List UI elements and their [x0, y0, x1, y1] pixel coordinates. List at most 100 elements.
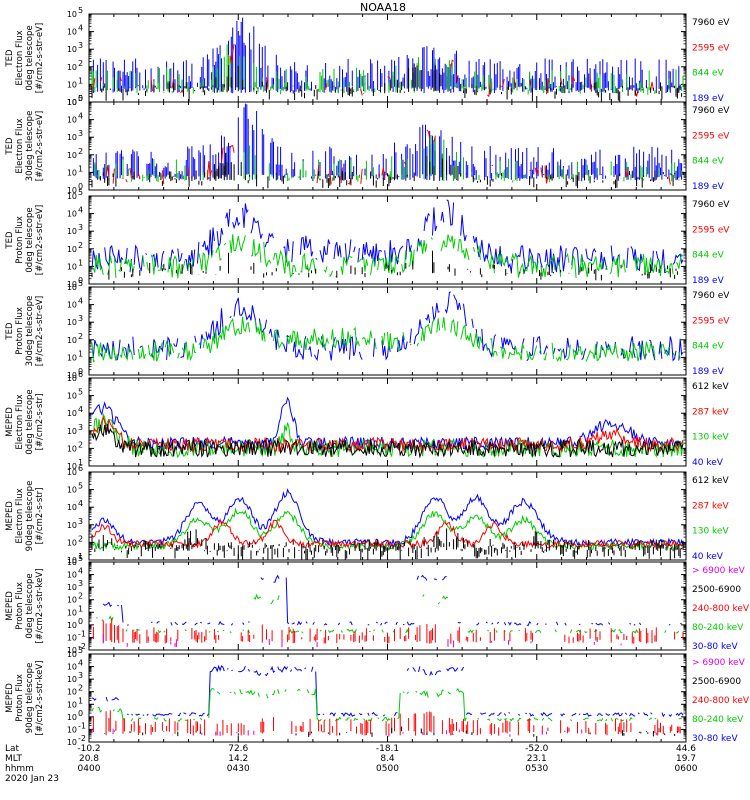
y-tick-label: 10 [67, 98, 77, 107]
legend-entry: 240-800 keV [692, 696, 750, 706]
series-line [96, 593, 680, 634]
y-tick-label: 10 [67, 301, 77, 310]
legend-entry: 80-240 keV [692, 715, 744, 725]
y-tick-exponent: 2 [78, 440, 83, 449]
y-axis-label-line: TED [5, 137, 15, 156]
series-line [91, 63, 683, 102]
footer-lat-value: 44.6 [676, 744, 696, 754]
footer-hhmm-value: 0500 [376, 764, 399, 774]
y-tick-label: 10 [67, 427, 77, 436]
y-axis-label-line: Proton Flux [15, 582, 25, 630]
y-tick-exponent: 5 [78, 6, 83, 15]
y-axis-label-line: TED [5, 322, 15, 341]
legend-entry: 844 eV [692, 251, 725, 261]
y-tick-label: 10 [67, 409, 77, 418]
legend-entry: 7960 eV [692, 200, 730, 210]
series-line [91, 488, 684, 548]
y-tick-label: 10 [67, 583, 77, 592]
y-axis-label-line: [#/cm2-s-str-eV] [35, 23, 45, 93]
y-tick-label: 10 [67, 10, 77, 19]
legend-entry: 189 eV [692, 367, 725, 377]
y-tick-label: 10 [67, 192, 77, 201]
y-tick-exponent: 4 [78, 206, 83, 215]
y-tick-label: 10 [67, 98, 77, 107]
legend-entry: 287 keV [692, 407, 729, 417]
y-tick-exponent: 2 [78, 534, 83, 543]
y-tick-exponent: 1 [78, 458, 83, 467]
series-line [91, 634, 622, 648]
y-tick-exponent: 3 [78, 423, 83, 432]
y-tick-exponent: 1 [78, 552, 83, 561]
y-tick-exponent: 3 [78, 671, 83, 680]
y-tick-label: 10 [67, 462, 77, 471]
legend-entry: 2595 eV [692, 225, 730, 235]
footer-hhmm-value: 0400 [78, 764, 101, 774]
y-axis-label-line: [#/cm2-s-str-eV] [35, 111, 45, 181]
y-tick-label: 10 [67, 608, 77, 617]
panel-frame [88, 653, 687, 743]
y-tick-exponent: 5 [78, 388, 83, 397]
panel-frame [88, 286, 687, 376]
y-tick-exponent: 0 [78, 276, 83, 285]
footer-hhmm-value: 0530 [525, 764, 548, 774]
y-tick-exponent: 3 [78, 579, 83, 588]
y-tick-label: 10 [67, 283, 77, 292]
y-tick-exponent: 1 [78, 349, 83, 358]
y-tick-label: 10 [67, 596, 77, 605]
y-tick-label: 10 [67, 521, 77, 530]
footer-mlt-value: 23.1 [527, 754, 547, 764]
series-line [91, 396, 684, 451]
legend-entry: 240-800 keV [692, 604, 750, 614]
y-tick-label: 10 [67, 675, 77, 684]
y-tick-exponent: 3 [78, 314, 83, 323]
legend-entry: 2595 eV [692, 316, 730, 326]
y-tick-exponent: 5 [78, 188, 83, 197]
y-axis-label-line: 0deg telescope [25, 389, 35, 454]
y-tick-exponent: 0 [78, 617, 83, 626]
series-line [91, 234, 684, 279]
y-axis-label-line: [#/cm2-s-str] [35, 488, 45, 545]
y-tick-label: 10 [67, 371, 77, 380]
y-axis-label-line: MEPED [5, 591, 15, 621]
y-tick-exponent: -1 [78, 721, 86, 730]
y-tick-exponent: 0 [78, 182, 83, 191]
legend-entry: 30-80 keV [692, 642, 738, 652]
y-tick-exponent: 1 [78, 258, 83, 267]
y-tick-exponent: 3 [78, 223, 83, 232]
series-line [92, 710, 681, 736]
legend-entry: 844 eV [692, 342, 725, 352]
footer-lat-value: -18.1 [376, 744, 399, 754]
y-tick-label: 10 [67, 353, 77, 362]
y-axis-label-line: Electron Flux [15, 394, 25, 449]
y-tick-exponent: 3 [78, 517, 83, 526]
series-line [91, 199, 684, 274]
y-tick-exponent: 2 [78, 332, 83, 341]
y-axis-label-line: 0deg telescope [25, 207, 35, 272]
footer-lat-value: -52.0 [525, 744, 549, 754]
footer-row-label: MLT [5, 754, 23, 764]
y-tick-label: 10 [67, 556, 77, 565]
y-tick-label: 10 [67, 444, 77, 453]
y-tick-exponent: 5 [78, 554, 83, 563]
y-tick-exponent: 1 [78, 604, 83, 613]
y-tick-exponent: 1 [78, 164, 83, 173]
legend-entry: 189 eV [692, 94, 725, 104]
footer-lat-value: 72.6 [228, 744, 248, 754]
y-axis-label-line: MEPED [5, 683, 15, 713]
y-tick-exponent: -2 [78, 734, 86, 743]
y-tick-exponent: 0 [78, 367, 83, 376]
y-tick-exponent: 5 [78, 94, 83, 103]
y-tick-exponent: 4 [78, 567, 83, 576]
y-tick-exponent: 3 [78, 129, 83, 138]
y-tick-exponent: 5 [78, 482, 83, 491]
y-axis-label-line: Proton Flux [15, 674, 25, 722]
y-axis-label-line: 30deg telescope [25, 296, 35, 367]
y-tick-label: 10 [67, 151, 77, 160]
y-tick-exponent: 3 [78, 41, 83, 50]
series-line [92, 726, 678, 737]
y-axis-label-line: 0deg telescope [25, 573, 35, 638]
